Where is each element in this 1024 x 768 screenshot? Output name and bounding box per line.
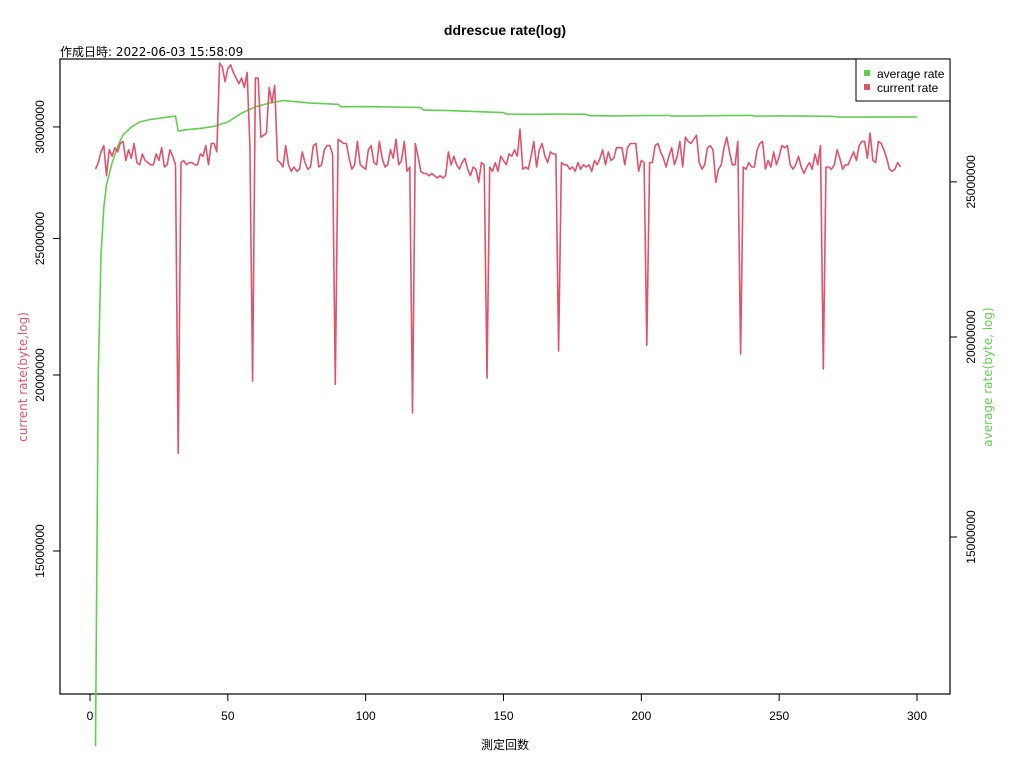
average-rate-line [94, 99, 917, 747]
legend-swatch [864, 70, 870, 76]
x-tick-label: 250 [769, 709, 789, 723]
y-left-tick-label: 20000000 [33, 348, 47, 402]
y-right-tick-label: 20000000 [964, 310, 978, 364]
x-tick-label: 100 [356, 709, 376, 723]
y-left-tick-label: 30000000 [33, 100, 47, 154]
y-right-tick-label: 15000000 [964, 510, 978, 564]
x-tick-label: 200 [631, 709, 651, 723]
plot-frame [59, 58, 951, 695]
series-lines [94, 62, 917, 747]
legend-label: average rate [877, 67, 945, 81]
y-right-tick-label: 25000000 [964, 155, 978, 209]
x-tick-label: 0 [87, 709, 94, 723]
y-left-axis: 15000000 20000000 25000000 30000000 [33, 100, 60, 578]
chart-title: ddrescue rate(log) [444, 22, 566, 38]
y-left-tick-label: 15000000 [33, 524, 47, 578]
y-left-tick-label: 25000000 [33, 211, 47, 265]
x-tick-label: 50 [221, 709, 235, 723]
legend-label: current rate [877, 81, 939, 95]
current-rate-line [94, 62, 902, 455]
x-tick-label: 150 [493, 709, 513, 723]
y-right-axis-label: average rate(byte, log) [981, 307, 995, 446]
legend-swatch [864, 84, 870, 90]
x-axis-label: 測定回数 [481, 737, 529, 752]
x-axis: 0 50 100 150 200 250 300 [87, 694, 927, 723]
x-tick-label: 300 [907, 709, 927, 723]
chart-subtitle: 作成日時: 2022-06-03 15:58:09 [60, 45, 243, 59]
y-left-axis-label: current rate(byte,log) [16, 312, 30, 442]
y-right-axis: 15000000 20000000 25000000 [950, 155, 978, 564]
legend-box [855, 58, 951, 102]
